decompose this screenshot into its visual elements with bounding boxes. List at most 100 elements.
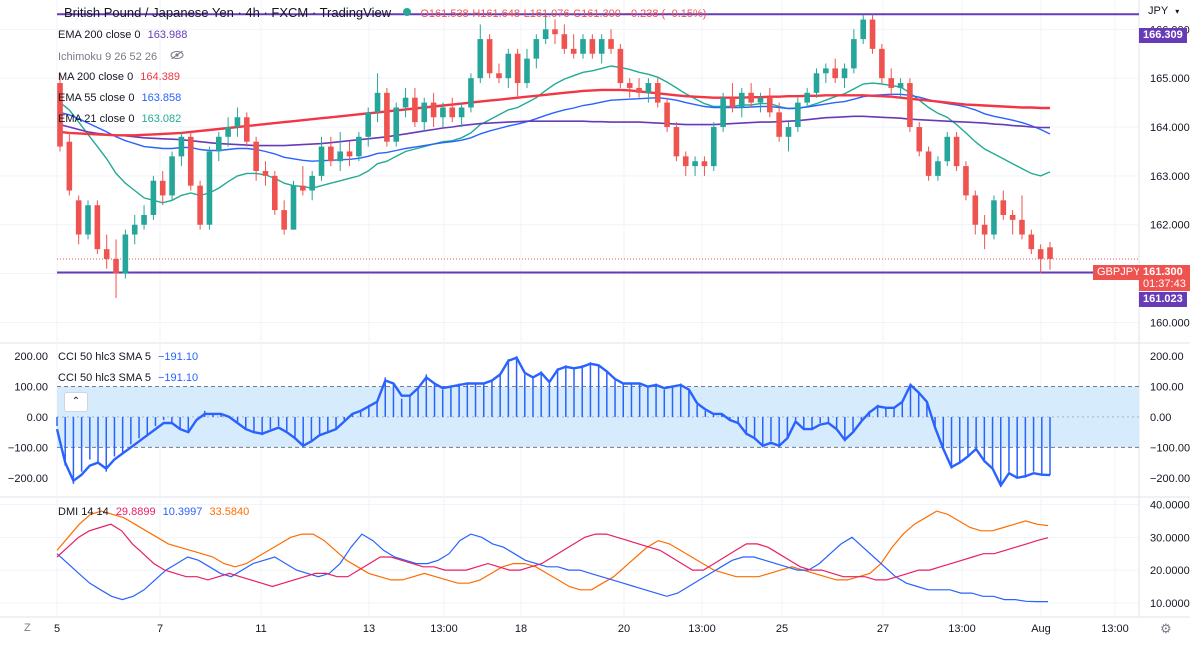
candle-body [570, 48, 577, 54]
time-tick-label: 11 [255, 623, 266, 635]
candle-body [290, 185, 297, 230]
candle-body [664, 102, 670, 128]
candle-body [729, 97, 736, 108]
time-tick-label: Aug [1031, 623, 1051, 635]
dmi-tick-label: 10.0000 [1150, 598, 1190, 610]
candle-body [542, 29, 549, 40]
candle-body [94, 205, 101, 250]
dmi-tick-label: 40.0000 [1150, 500, 1190, 512]
cci-tick-label: 0.00 [1150, 412, 1171, 424]
time-tick-label: 13:00 [1101, 623, 1129, 635]
candle-body [869, 19, 876, 49]
low-value: L161.076 [523, 8, 570, 20]
legend-ema21-value: 163.082 [141, 113, 182, 125]
candle-body [907, 83, 913, 128]
candle-body [514, 53, 521, 84]
ema200-price-tag: 166.309 [1139, 28, 1187, 43]
candle-body [981, 224, 988, 235]
timezone-button[interactable]: Z [24, 622, 31, 634]
bar-countdown: 01:37:43 [1143, 278, 1186, 290]
candle-body [701, 161, 708, 167]
candle-body [580, 39, 586, 54]
candle-body [496, 73, 502, 79]
legend-cci-1[interactable]: CCI 50 hlc3 SMA 5 −191.10 [58, 351, 202, 363]
legend-cci-2[interactable]: CCI 50 hlc3 SMA 5 −191.10 [58, 372, 202, 384]
eye-hidden-icon[interactable] [170, 50, 184, 63]
candle-body [1000, 200, 1007, 215]
candle-body [402, 97, 409, 108]
candle-body [393, 107, 400, 142]
candle-body [440, 107, 446, 118]
candle-body [1047, 247, 1053, 259]
candle-body [477, 39, 484, 79]
cci-tick-label: −200.00 [1150, 473, 1190, 485]
legend-cci-1-value: −191.10 [158, 351, 199, 363]
legend-ema200[interactable]: EMA 200 close 0 163.988 [58, 29, 191, 41]
candle-body [159, 180, 166, 196]
legend-ema200-label: EMA 200 close 0 [58, 29, 141, 41]
candle-body [617, 48, 624, 84]
legend-ema200-value: 163.988 [147, 29, 188, 41]
candle-body [150, 180, 157, 215]
collapse-legend-button[interactable]: ⌃ [64, 392, 88, 412]
price-tick-label: 164.000 [1150, 122, 1190, 134]
candle-body [692, 161, 698, 167]
cci-tick-label: 200.00 [1150, 351, 1184, 363]
candle-body [234, 117, 241, 128]
legend-dmi-adx: 33.5840 [209, 506, 250, 518]
candle-body [710, 127, 717, 167]
candle-body [963, 166, 969, 196]
legend-cci-2-label: CCI 50 hlc3 SMA 5 [58, 372, 151, 384]
candle-body [318, 146, 325, 176]
candle-body [748, 92, 754, 103]
candle-body [178, 136, 185, 157]
candle-body [626, 83, 633, 88]
legend-ichimoku[interactable]: Ichimoku 9 26 52 26 [58, 50, 188, 63]
legend-dmi[interactable]: DMI 14 14 29.8899 10.3997 33.5840 [58, 506, 253, 518]
candle-body [365, 112, 372, 137]
legend-ma200-label: MA 200 close 0 [58, 71, 134, 83]
candle-body [253, 141, 259, 171]
candle-body [654, 83, 661, 103]
candle-body [720, 97, 726, 128]
legend-ema21[interactable]: EMA 21 close 0 163.082 [58, 113, 185, 125]
candle-body [953, 136, 960, 167]
legend-dmi-minus: 10.3997 [162, 506, 203, 518]
symbol-tag: GBPJPY [1093, 265, 1145, 280]
legend-ema55[interactable]: EMA 55 close 0 163.858 [58, 92, 185, 104]
candle-body [598, 39, 605, 54]
candle-body [505, 53, 512, 79]
change-value: −0.238 (−0.15%) [624, 8, 707, 20]
candle-body [486, 39, 493, 74]
legend-ema55-label: EMA 55 close 0 [58, 92, 135, 104]
candle-body [187, 136, 194, 186]
candle-body [57, 83, 63, 147]
time-tick-label: 27 [877, 623, 889, 635]
candle-body [972, 195, 979, 225]
candle-body [169, 156, 175, 196]
legend-ema21-label: EMA 21 close 0 [58, 113, 135, 125]
candle-body [346, 151, 353, 157]
candle-body [888, 78, 895, 88]
candle-body [776, 112, 782, 137]
cci-tick-label: 100.00 [1150, 382, 1184, 394]
candle-body [430, 102, 437, 118]
currency-selector[interactable]: JPY ▾ [1148, 5, 1183, 17]
candle-body [860, 19, 867, 40]
candle-body [944, 136, 951, 162]
legend-ma200[interactable]: MA 200 close 0 164.389 [58, 71, 184, 83]
candle-body [113, 258, 119, 274]
time-tick-label: 18 [515, 623, 527, 635]
candle-body [823, 68, 829, 74]
symbol-title[interactable]: British Pound / Japanese Yen · 4h · FXCM… [64, 5, 392, 20]
legend-ichimoku-label: Ichimoku 9 26 52 26 [58, 51, 158, 63]
ema55-line [59, 93, 1051, 162]
candle-body [561, 34, 568, 49]
candle-body [1037, 249, 1044, 259]
time-tick-label: 7 [157, 623, 163, 635]
open-value: O161.538 [420, 8, 469, 20]
ema21-line [59, 65, 1051, 204]
settings-gear-icon[interactable]: ⚙ [1160, 621, 1172, 636]
